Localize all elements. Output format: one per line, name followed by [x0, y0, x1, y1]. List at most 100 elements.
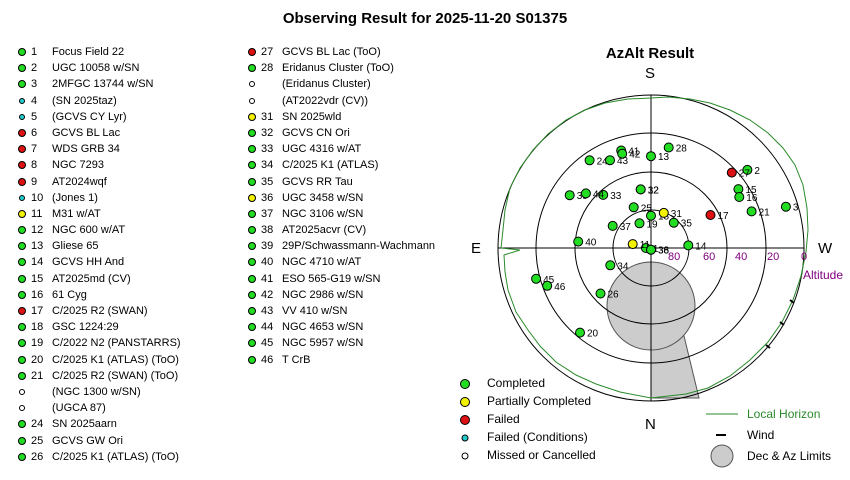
status-failed-icon	[18, 128, 26, 137]
status-completed-icon	[248, 258, 256, 267]
status-failed-icon	[248, 48, 256, 56]
legend-limits: Dec & Az Limits	[747, 449, 832, 463]
status-failed-conditions-icon	[19, 194, 25, 201]
target-name: NGC 2986 w/SN	[282, 288, 364, 301]
status-completed-icon	[248, 209, 256, 218]
status-completed-icon	[18, 436, 26, 445]
observation-point	[542, 280, 553, 291]
status-completed-icon	[18, 242, 26, 251]
target-number: 31	[261, 110, 274, 123]
target-name: 61 Cyg	[52, 288, 87, 301]
target-name: NGC 7293	[52, 159, 104, 172]
observation-point	[646, 210, 656, 221]
target-number: 38	[261, 224, 274, 237]
target-name: UGC 10058 w/SN	[52, 62, 140, 75]
observation-point-label: 32	[648, 185, 660, 196]
observation-point-label: 45	[543, 275, 555, 286]
target-name: NGC 5957 w/SN	[282, 337, 364, 350]
legend-failed-conditions: Failed (Conditions)	[487, 430, 588, 444]
observation-point	[575, 327, 585, 338]
legend-completed: Completed	[487, 376, 546, 390]
observation-point-label: 2	[754, 166, 760, 177]
observation-point	[726, 167, 737, 178]
observation-point-label: 36	[658, 246, 670, 257]
status-completed-icon	[248, 128, 256, 137]
observation-point-label: 16	[746, 193, 758, 204]
status-completed-icon	[18, 226, 26, 235]
status-missed-icon	[19, 405, 25, 412]
target-number: 36	[261, 191, 274, 204]
target-name: Eridanus Cluster (ToO)	[282, 62, 394, 75]
status-completed-icon	[18, 80, 26, 89]
observation-points: 1231112131415161718192021242526272831323…	[531, 142, 799, 340]
observation-point	[564, 190, 575, 201]
target-name: C/2025 K1 (ATLAS) (ToO)	[52, 450, 179, 463]
target-name: C/2022 N2 (PANSTARRS)	[52, 337, 181, 350]
observation-point-label: 19	[647, 219, 659, 230]
status-partial-icon	[18, 209, 26, 218]
target-number: 44	[261, 321, 274, 334]
target-number: 41	[261, 272, 274, 285]
observation-point	[668, 217, 679, 228]
observation-point-label: 14	[695, 241, 707, 252]
observation-point-label: 13	[658, 152, 670, 163]
target-name: C/2025 R2 (SWAN)	[52, 305, 148, 317]
target-name: GCVS CN Ori	[282, 126, 350, 139]
status-completed-icon	[18, 48, 26, 56]
observation-point	[635, 184, 646, 195]
status-missed-icon	[249, 97, 255, 104]
status-failed-icon	[18, 145, 26, 154]
compass-west: W	[818, 240, 833, 257]
target-number: 40	[261, 256, 274, 269]
target-name: NGC 600 w/AT	[52, 224, 126, 237]
target-name: UGC 3458 w/SN	[282, 191, 364, 204]
observation-point	[607, 220, 618, 231]
target-number: 43	[261, 305, 274, 317]
observation-point-label: 28	[676, 144, 688, 155]
status-completed-icon	[248, 339, 256, 348]
status-completed-icon	[248, 145, 256, 154]
status-failed-icon	[18, 177, 26, 186]
altitude-tick-40: 40	[735, 251, 748, 263]
target-name: C/2025 R2 (SWAN) (ToO)	[52, 369, 179, 382]
target-number: 35	[261, 175, 274, 188]
status-completed-icon	[18, 64, 26, 73]
target-number: 37	[261, 207, 274, 220]
dec-az-limits	[606, 261, 700, 399]
observation-point	[658, 207, 669, 218]
status-missed-icon	[249, 81, 255, 88]
altitude-tick-20: 20	[767, 251, 780, 263]
status-failed-icon	[18, 307, 26, 315]
status-partial-icon	[248, 112, 256, 121]
observation-point-label: 33	[610, 191, 622, 202]
target-name: GCVS BL Lac (ToO)	[282, 46, 381, 58]
target-number: 20	[31, 353, 44, 366]
target-number: 46	[261, 353, 274, 366]
observation-point	[531, 273, 542, 284]
observation-point	[584, 155, 595, 166]
status-completed-icon	[18, 420, 26, 429]
compass-north: N	[645, 416, 656, 433]
observation-point	[634, 218, 645, 229]
status-completed-icon	[18, 355, 26, 364]
status-completed-icon	[18, 274, 26, 283]
target-number: 6	[31, 126, 38, 139]
observation-point-label: 24	[597, 156, 609, 167]
target-name: (NGC 1300 w/SN)	[52, 385, 141, 398]
observation-point	[573, 236, 584, 247]
target-name: Gliese 65	[52, 240, 99, 253]
observation-point	[663, 142, 674, 153]
target-number: 10	[31, 191, 44, 204]
legend-partial: Partially Completed	[487, 394, 592, 408]
observation-point	[646, 151, 656, 162]
status-completed-icon	[18, 371, 26, 380]
target-number: 33	[261, 143, 274, 156]
target-name: AT2025acvr (CV)	[282, 224, 367, 237]
observation-point	[742, 164, 753, 175]
target-name: GSC 1224:29	[52, 321, 119, 334]
status-completed-icon	[18, 290, 26, 299]
observation-point-label: 3	[793, 203, 799, 214]
observation-point	[646, 244, 656, 255]
target-number: 9	[31, 175, 38, 188]
observation-point-label: 20	[587, 329, 599, 340]
